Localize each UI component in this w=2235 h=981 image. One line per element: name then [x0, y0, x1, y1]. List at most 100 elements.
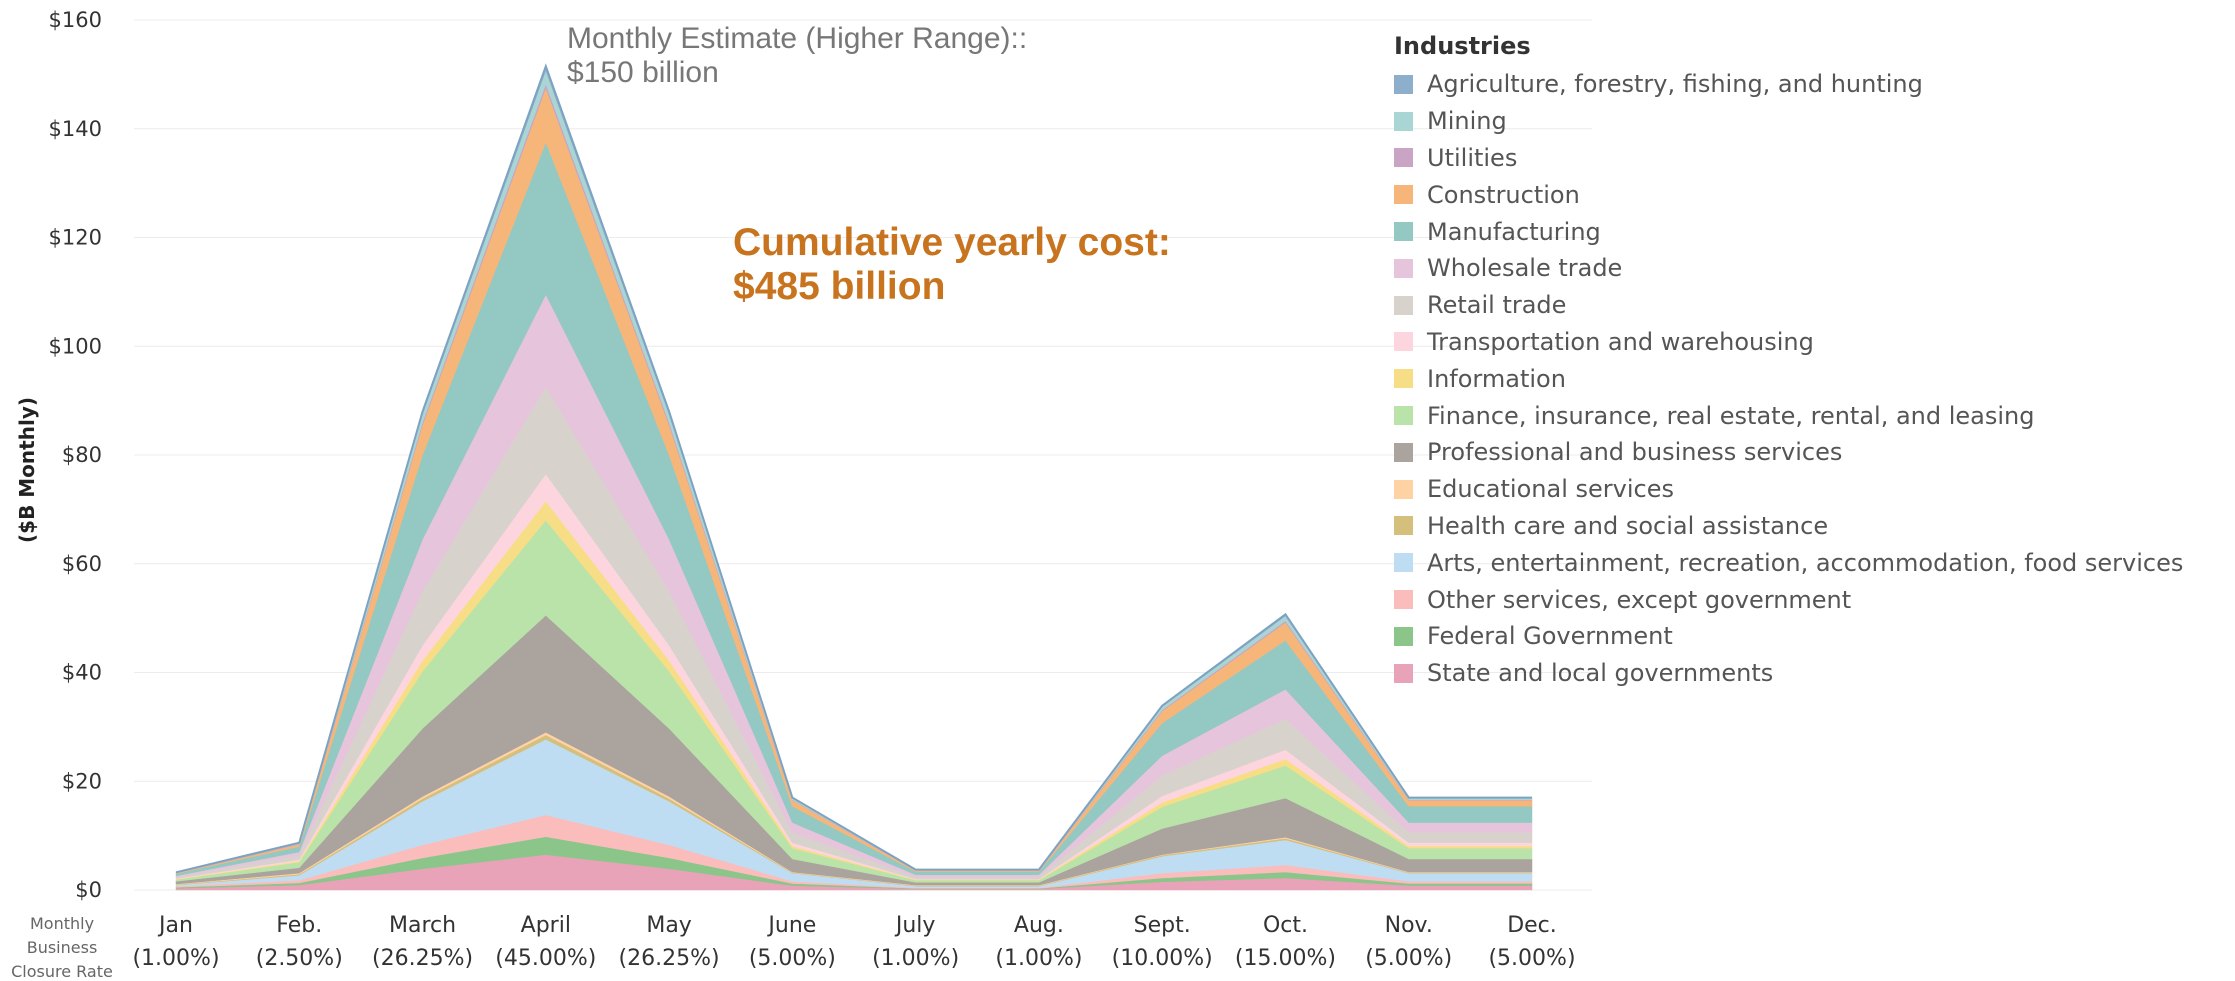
x-closure-rate-label: (10.00%): [1112, 946, 1213, 971]
legend-title: Industries: [1394, 32, 1531, 60]
x-tick-label: April: [521, 913, 571, 938]
x-tick-label: May: [646, 913, 691, 938]
legend-label: Agriculture, forestry, fishing, and hunt…: [1427, 70, 1923, 99]
x-tick-label: March: [389, 913, 456, 938]
x-axis: Jan (1.00%) Feb. (2.50%) March (26.25%) April (…: [132, 913, 1575, 971]
x-closure-rate-label: (5.00%): [1488, 946, 1575, 971]
legend-swatch: [1394, 663, 1413, 683]
legend-label: Retail trade: [1427, 291, 1567, 320]
legend-swatch: [1394, 148, 1413, 168]
x-row-label-line-1: Monthly: [30, 914, 94, 933]
legend-item-retail-trade: Retail trade: [1394, 287, 2183, 324]
legend-item-agriculture-forestry-fishing-and-hunting: Agriculture, forestry, fishing, and hunt…: [1394, 66, 2183, 103]
y-tick-label: $40: [62, 661, 102, 685]
legend-label: Manufacturing: [1427, 217, 1601, 246]
legend-swatch: [1394, 553, 1413, 573]
legend-swatch: [1394, 111, 1413, 131]
legend-item-construction: Construction: [1394, 176, 2183, 213]
x-tick-label: Nov.: [1385, 913, 1433, 938]
legend-label: Other services, except government: [1427, 585, 1852, 614]
y-tick-label: $0: [75, 878, 102, 902]
cumulative-cost-annotation: Cumulative yearly cost: $485 billion: [733, 221, 1171, 309]
legend-item-utilities: Utilities: [1394, 140, 2183, 177]
area-series-layer: [175, 63, 1533, 891]
x-tick-label: June: [766, 913, 816, 938]
legend-swatch: [1394, 332, 1413, 352]
total-outline: [175, 63, 1532, 874]
legend-label: Professional and business services: [1427, 438, 1843, 467]
x-tick-label: Jan: [157, 913, 193, 938]
legend-item-federal-government: Federal Government: [1394, 618, 2183, 655]
legend-label: Health care and social assistance: [1427, 511, 1829, 540]
legend-label: Construction: [1427, 180, 1580, 209]
y-axis: $0 $20 $40 $60 $80 $100 $120 $140 $160: [49, 8, 102, 902]
x-tick-label: Oct.: [1263, 913, 1308, 938]
y-axis-label: ($B Monthly): [15, 397, 39, 543]
legend-item-educational-services: Educational services: [1394, 471, 2183, 508]
legend-swatch: [1394, 442, 1413, 462]
x-closure-rate-label: (2.50%): [256, 946, 343, 971]
x-row-label: Monthly Business Closure Rate: [11, 914, 113, 981]
legend-label: Wholesale trade: [1427, 254, 1623, 283]
legend-swatch: [1394, 258, 1413, 278]
x-closure-rate-label: (1.00%): [132, 946, 219, 971]
x-closure-rate-label: (45.00%): [495, 946, 596, 971]
legend-label: Federal Government: [1427, 622, 1673, 651]
y-tick-label: $140: [49, 117, 102, 141]
x-tick-label: Feb.: [276, 913, 322, 938]
legend-item-manufacturing: Manufacturing: [1394, 213, 2183, 250]
legend-item-state-and-local-governments: State and local governments: [1394, 655, 2183, 692]
x-closure-rate-label: (1.00%): [872, 946, 959, 971]
x-tick-label: Dec.: [1507, 913, 1557, 938]
x-closure-rate-label: (26.25%): [619, 946, 720, 971]
legend-label: State and local governments: [1427, 659, 1774, 688]
legend-swatch: [1394, 74, 1413, 94]
legend: Industries Agriculture, forestry, fishin…: [1394, 32, 2183, 692]
legend-label: Mining: [1427, 107, 1507, 136]
legend-item-arts-entertainment-recreation-accommodation-food-services: Arts, entertainment, recreation, accommo…: [1394, 544, 2183, 581]
legend-label: Educational services: [1427, 475, 1674, 504]
cumulative-annotation-line-2: $485 billion: [733, 265, 946, 308]
y-tick-label: $80: [62, 443, 102, 467]
legend-swatch: [1394, 626, 1413, 646]
x-row-label-line-3: Closure Rate: [11, 962, 113, 981]
legend-label: Arts, entertainment, recreation, accommo…: [1427, 548, 2184, 577]
legend-item-transportation-and-warehousing: Transportation and warehousing: [1394, 324, 2183, 361]
x-tick-label: Sept.: [1134, 913, 1191, 938]
x-closure-rate-label: (5.00%): [1365, 946, 1452, 971]
legend-swatch: [1394, 479, 1413, 499]
legend-swatch: [1394, 185, 1413, 205]
legend-item-health-care-and-social-assistance: Health care and social assistance: [1394, 508, 2183, 545]
peak-annotation-line-2: $150 billion: [567, 56, 719, 89]
x-tick-label: Aug.: [1014, 913, 1064, 938]
legend-label: Transportation and warehousing: [1427, 327, 1814, 356]
x-row-label-line-2: Business: [27, 938, 98, 957]
peak-annotation: Monthly Estimate (Higher Range):: $150 b…: [567, 22, 1027, 90]
legend-label: Information: [1427, 364, 1566, 393]
legend-item-other-services-except-government: Other services, except government: [1394, 581, 2183, 618]
legend-swatch: [1394, 295, 1413, 315]
legend-swatch: [1394, 406, 1413, 426]
cumulative-annotation-line-1: Cumulative yearly cost:: [733, 221, 1171, 264]
legend-item-finance-insurance-real-estate-rental-and-leasing: Finance, insurance, real estate, rental,…: [1394, 397, 2183, 434]
y-tick-label: $60: [62, 552, 102, 576]
legend-label: Finance, insurance, real estate, rental,…: [1427, 401, 2035, 430]
y-tick-label: $120: [49, 226, 102, 250]
y-tick-label: $20: [62, 769, 102, 793]
legend-item-mining: Mining: [1394, 103, 2183, 140]
x-closure-rate-label: (15.00%): [1235, 946, 1336, 971]
legend-swatch: [1394, 222, 1413, 242]
legend-item-wholesale-trade: Wholesale trade: [1394, 250, 2183, 287]
y-tick-label: $100: [49, 334, 102, 358]
legend-item-professional-and-business-services: Professional and business services: [1394, 434, 2183, 471]
legend-swatch: [1394, 516, 1413, 536]
peak-annotation-line-1: Monthly Estimate (Higher Range)::: [567, 22, 1028, 55]
legend-list: Agriculture, forestry, fishing, and hunt…: [1394, 66, 2183, 692]
legend-label: Utilities: [1427, 143, 1518, 172]
legend-swatch: [1394, 369, 1413, 389]
y-tick-label: $160: [49, 8, 102, 32]
x-closure-rate-label: (26.25%): [372, 946, 473, 971]
legend-item-information: Information: [1394, 360, 2183, 397]
x-closure-rate-label: (1.00%): [995, 946, 1082, 971]
